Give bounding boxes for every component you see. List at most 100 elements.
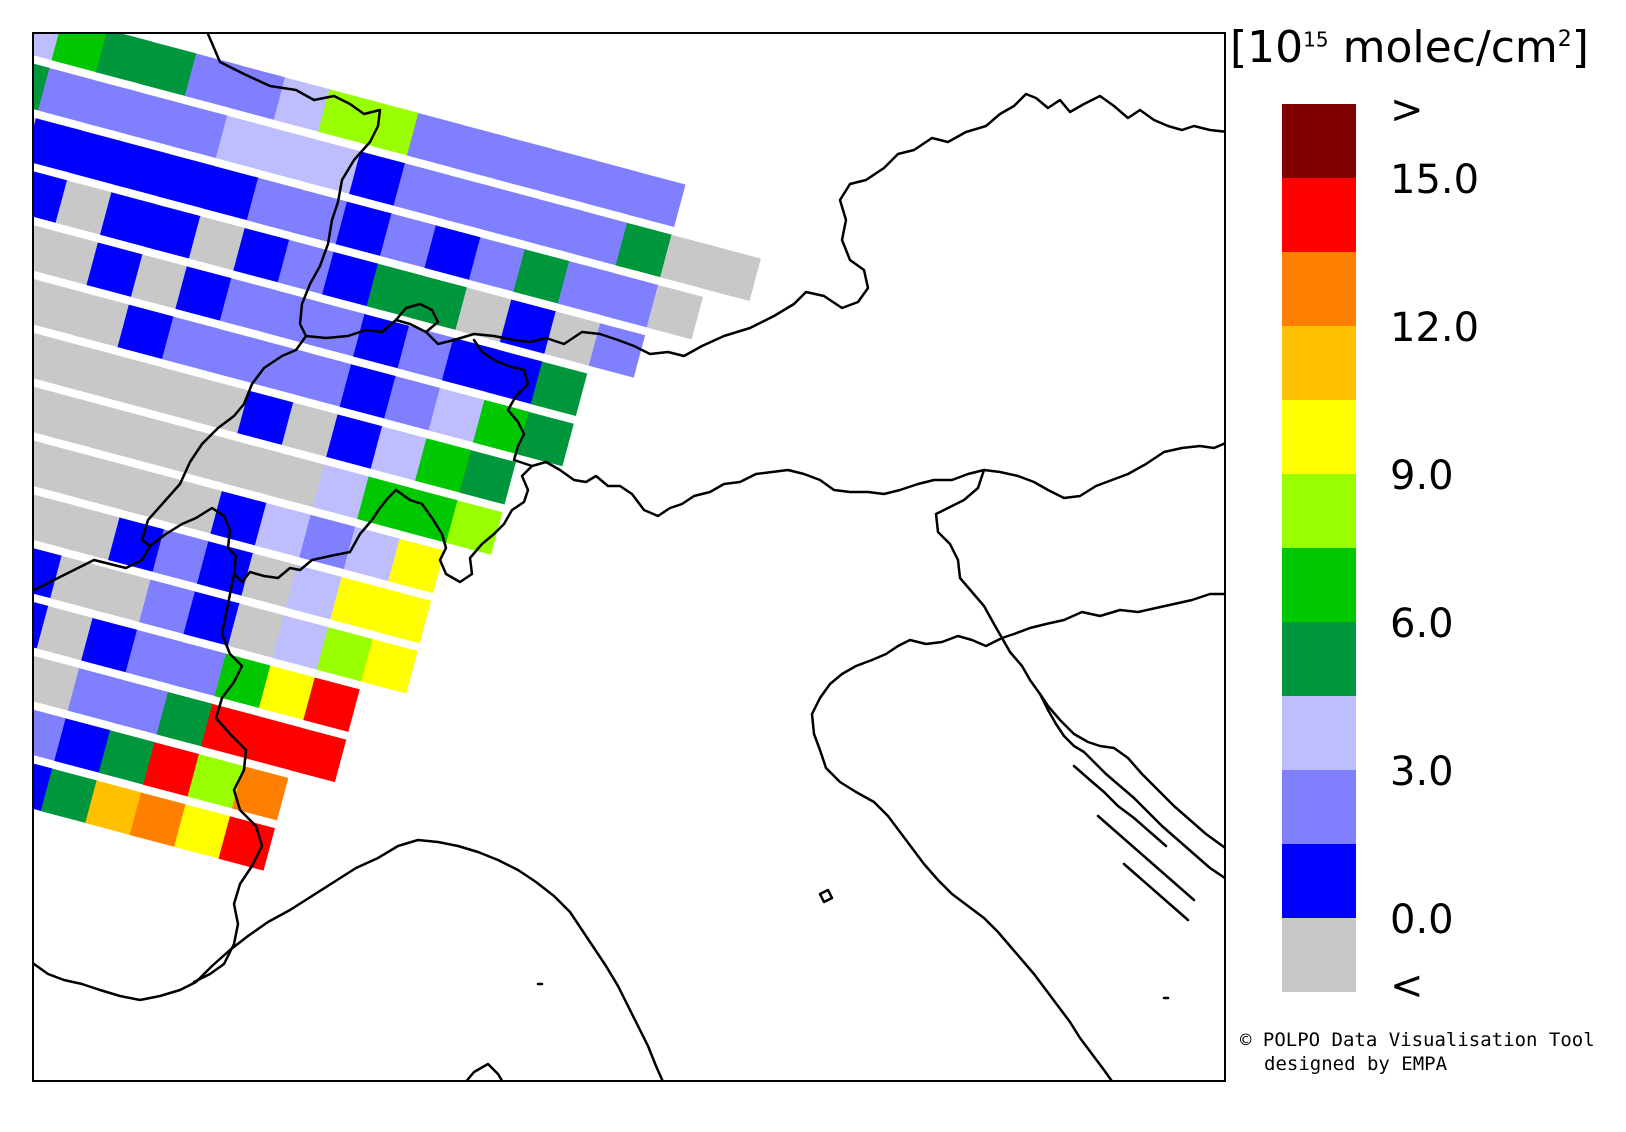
swath-pixel <box>34 280 86 336</box>
colorbar-label: 15.0 <box>1390 157 1480 203</box>
colorbar-label: < <box>1390 963 1424 1009</box>
swath-pixel <box>446 500 503 555</box>
swath-pixel <box>229 65 286 120</box>
swath-pixel <box>73 292 130 348</box>
swath-pixel <box>139 579 196 635</box>
swath-pixel <box>285 565 343 620</box>
colorbar-swatch <box>1282 918 1356 992</box>
swath-pixel <box>117 304 174 360</box>
swath-pixel <box>289 727 347 783</box>
colorbar-swatch <box>1282 104 1356 178</box>
credit-note: © POLPO Data Visualisation Tool designed… <box>1240 1028 1595 1076</box>
swath-pixel <box>104 354 161 410</box>
swath-pixel <box>281 402 339 457</box>
swath-pixel <box>51 34 107 73</box>
swath-pixel <box>326 414 383 469</box>
colorbar-swatch <box>1282 548 1356 622</box>
swath-pixel <box>335 201 393 257</box>
colorbar-label: 9.0 <box>1390 453 1454 499</box>
credit-line-2: designed by EMPA <box>1264 1053 1448 1075</box>
swath-pixel <box>210 491 267 546</box>
swath-pixel <box>81 617 138 673</box>
swath-pixel <box>277 239 335 295</box>
swath-pixel <box>397 325 454 381</box>
swath-pixel <box>192 378 250 434</box>
swath-pixel <box>108 517 165 572</box>
swath-pixel <box>219 278 277 333</box>
swath-pixel <box>250 340 308 395</box>
swath-pixel <box>384 376 441 431</box>
swath-pixel <box>34 763 53 812</box>
swath-pixel <box>55 180 112 235</box>
unit-exponent: 15 <box>1303 27 1329 52</box>
swath-pixel <box>339 364 397 419</box>
swath-pixel <box>202 165 259 221</box>
swath-pixel <box>704 246 761 302</box>
swath-pixel <box>349 151 406 206</box>
swath-pixel <box>316 627 374 682</box>
swath-pixel <box>82 79 139 135</box>
colorbar-swatch <box>1282 844 1356 918</box>
colorbar-swatch <box>1282 252 1356 326</box>
swath-pixel <box>428 388 485 443</box>
swath-pixel <box>540 148 597 204</box>
colorbar-swatch <box>1282 400 1356 474</box>
swath-pixel <box>357 476 414 531</box>
swath-pixel <box>362 101 419 156</box>
swath-pixel <box>424 225 481 280</box>
unit-bracket-open: [ <box>1230 22 1248 73</box>
map-canvas[interactable] <box>34 34 1226 1082</box>
swath-pixel <box>374 588 432 644</box>
unit-base: 10 <box>1247 22 1304 73</box>
swath-pixel <box>388 538 445 594</box>
swath-pixel <box>130 254 188 309</box>
colorbar-swatch <box>1282 622 1356 696</box>
swath-pixel <box>34 602 49 649</box>
swath-pixel <box>370 426 428 481</box>
swath-pixel <box>318 89 375 144</box>
swath-pixel <box>361 639 418 694</box>
swath-pixel <box>34 63 51 111</box>
swath-pixel <box>34 118 81 173</box>
swath-pixel <box>472 399 530 455</box>
swath-pixel <box>557 261 615 316</box>
swath-pixel <box>77 455 134 510</box>
swath-pixel <box>380 213 437 268</box>
swath-pixel <box>218 816 275 871</box>
swath-pixel <box>330 577 387 632</box>
swath-pixel <box>258 665 316 720</box>
swath-pixel <box>517 411 574 467</box>
swath-pixel <box>223 440 281 496</box>
swath-pixel <box>260 127 317 182</box>
swath-pixel <box>291 189 348 245</box>
swath-pixel <box>157 153 215 209</box>
swath-pixel <box>174 804 231 859</box>
swath-pixel <box>134 417 192 472</box>
swath-pixel <box>206 328 263 383</box>
swath-pixel <box>584 160 642 216</box>
swath-pixel <box>187 754 244 809</box>
swath-pixel <box>184 53 242 108</box>
swath-pixel <box>46 393 103 448</box>
swath-pixel <box>86 242 143 297</box>
swath-pixel <box>241 553 298 608</box>
colorbar-label: 12.0 <box>1390 305 1480 351</box>
swath-pixel <box>246 177 304 233</box>
swath-pixel <box>95 34 153 85</box>
swath-pixel <box>144 204 201 259</box>
swath-pixel <box>140 41 197 97</box>
swath-pixel <box>34 656 80 711</box>
swath-pixel <box>196 541 254 596</box>
swath-pixel <box>85 780 142 835</box>
swath-pixel <box>171 103 228 159</box>
swath-pixel <box>353 313 410 369</box>
map-panel[interactable] <box>32 32 1226 1082</box>
swath-pixel <box>179 428 236 484</box>
swath-pixel <box>34 386 59 436</box>
copyright-icon: © <box>1240 1029 1252 1051</box>
colorbar-swatch <box>1282 326 1356 400</box>
swath-pixel <box>148 366 205 422</box>
swath-pixel <box>482 187 539 242</box>
swath-pixel <box>54 718 111 773</box>
swath-pixel <box>170 641 227 697</box>
